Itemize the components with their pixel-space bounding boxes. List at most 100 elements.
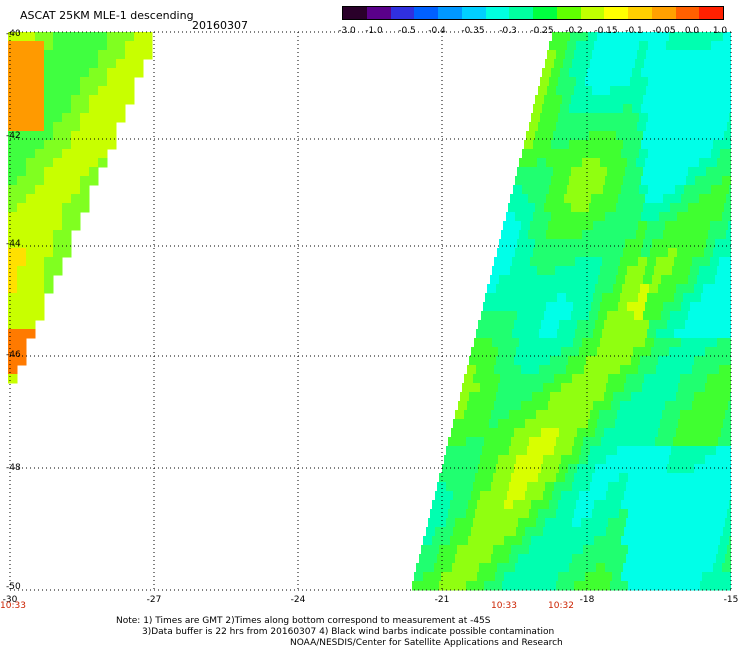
swath-cell (699, 158, 709, 168)
swath-cell (536, 554, 546, 564)
swath-cell (35, 41, 45, 51)
swath-cell (439, 509, 449, 519)
swath-cell (659, 248, 669, 258)
swath-cell (581, 59, 591, 69)
swath-cell (717, 338, 727, 348)
swath-cell (711, 41, 721, 51)
swath-cell (544, 275, 554, 285)
swath-cell (549, 185, 559, 195)
swath-cell (520, 545, 530, 555)
swath-cell (621, 113, 631, 123)
swath-cell (522, 185, 532, 195)
swath-cell (557, 257, 567, 267)
swath-cell (552, 347, 562, 357)
swath-cell (603, 572, 613, 582)
swath-cell (17, 95, 27, 105)
swath-cell (685, 428, 695, 438)
swath-cell (477, 500, 487, 510)
swath-cell (622, 356, 632, 366)
swath-cell (579, 383, 589, 393)
swath-cell (621, 77, 631, 87)
swath-cell (592, 122, 602, 132)
swath-cell (720, 572, 730, 582)
swath-cell (692, 293, 702, 303)
swath-cell (719, 365, 729, 375)
swath-cell (511, 581, 521, 591)
swath-cell (8, 50, 18, 60)
swath-cell (539, 329, 549, 339)
swath-cell (490, 275, 500, 285)
swath-cell (480, 527, 490, 537)
swath-cell (720, 77, 730, 87)
swath-cell (477, 572, 487, 582)
swath-cell (609, 338, 619, 348)
swath-cell (531, 572, 541, 582)
swath-cell (116, 113, 126, 123)
swath-cell (107, 104, 117, 114)
swath-cell (613, 320, 623, 330)
swath-cell (623, 563, 633, 573)
swath-cell (700, 509, 710, 519)
swath-cell (98, 32, 108, 42)
swath-cell (610, 581, 620, 591)
swath-cell (543, 419, 553, 429)
swath-cell (568, 392, 578, 402)
swath-cell (537, 302, 547, 312)
swath-cell (594, 500, 604, 510)
swath-cell (659, 176, 669, 186)
swath-cell (518, 518, 528, 528)
swath-cell (547, 581, 557, 591)
swath-cell (17, 329, 27, 339)
swath-cell (652, 167, 662, 177)
swath-cell (44, 284, 54, 294)
swath-cell (598, 167, 608, 177)
swath-cell (604, 356, 614, 366)
swath-cell (98, 122, 108, 132)
swath-cell (685, 392, 695, 402)
swath-cell (448, 509, 458, 519)
swath-cell (621, 572, 631, 582)
swath-cell (537, 266, 547, 276)
swath-cell (464, 482, 474, 492)
swath-cell (507, 527, 517, 537)
swath-cell (62, 248, 72, 258)
swath-cell (451, 464, 461, 474)
swath-cell (62, 158, 72, 168)
color-scale-segment (651, 7, 676, 19)
swath-cell (526, 239, 536, 249)
swath-cell (678, 455, 688, 465)
swath-cell (726, 338, 731, 348)
swath-cell (591, 194, 601, 204)
swath-cell (562, 167, 572, 177)
swath-cell (560, 140, 570, 150)
swath-cell (71, 104, 81, 114)
swath-cell (722, 104, 731, 114)
swath-cell (709, 86, 719, 96)
swath-cell (626, 518, 636, 528)
swath-cell (468, 536, 478, 546)
swath-cell (622, 320, 632, 330)
swath-cell (615, 491, 625, 501)
swath-cell (437, 518, 447, 528)
swath-cell (493, 509, 503, 519)
swath-cell (553, 131, 563, 141)
swath-cell (489, 455, 499, 465)
swath-cell (80, 131, 90, 141)
swath-cell (541, 320, 551, 330)
swath-cell (613, 392, 623, 402)
swath-cell (538, 581, 548, 591)
swath-cell (450, 572, 460, 582)
swath-cell (707, 410, 717, 420)
swath-cell (455, 554, 465, 564)
swath-cell (674, 221, 684, 231)
swath-cell (71, 32, 81, 42)
swath-cell (536, 446, 546, 456)
swath-cell (594, 149, 604, 159)
swath-cell (622, 428, 632, 438)
swath-cell (625, 203, 635, 213)
swath-cell (53, 185, 63, 195)
swath-cell (639, 41, 649, 51)
swath-cell (717, 194, 727, 204)
swath-cell (552, 491, 562, 501)
